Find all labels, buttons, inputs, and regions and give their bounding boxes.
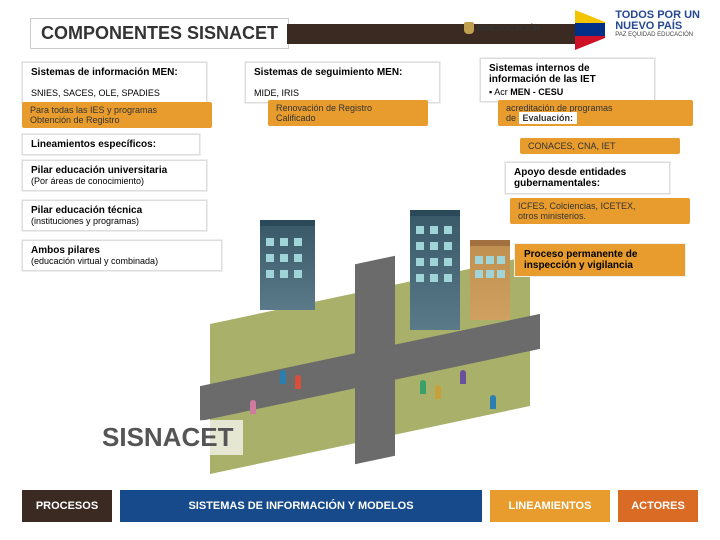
box-lineamientos: Lineamientos específicos: bbox=[22, 134, 200, 155]
bullet: ▪ Acr MEN - CESU bbox=[489, 87, 646, 97]
strip-line1: Renovación de Registro bbox=[276, 103, 420, 113]
building-3 bbox=[470, 240, 510, 320]
nav-sistemas[interactable]: SISTEMAS DE INFORMACIÓN Y MODELOS bbox=[120, 490, 482, 522]
box-l1: Proceso permanente de bbox=[524, 249, 676, 260]
box-pilar-univ: Pilar educación universitaria (Por áreas… bbox=[22, 160, 207, 191]
shield-icon bbox=[464, 22, 474, 34]
strip-l1: ICFES, Colciencias, ICETEX, bbox=[518, 201, 682, 211]
strip-line2: de Evaluación: bbox=[506, 113, 685, 123]
logo-mineducacion: MINEDUCACIÓN bbox=[464, 22, 540, 34]
big-sisnacet-label: SISNACET bbox=[92, 420, 243, 455]
box-sistemas-iet: Sistemas internos de información de las … bbox=[480, 58, 655, 102]
box-l2: información de las IET bbox=[489, 74, 646, 85]
box-title: Sistemas de información MEN: bbox=[31, 67, 198, 78]
person-icon bbox=[490, 395, 496, 409]
person-icon bbox=[435, 385, 441, 399]
building-1 bbox=[260, 220, 315, 310]
building-2 bbox=[410, 210, 460, 330]
strip-acreditacion: acreditación de programas de Evaluación: bbox=[498, 100, 693, 126]
person-icon bbox=[250, 400, 256, 414]
box-title: Pilar educación universitaria bbox=[31, 165, 198, 176]
strip-line2: Calificado bbox=[276, 113, 420, 123]
person-icon bbox=[420, 380, 426, 394]
strip-l2: otros ministerios. bbox=[518, 211, 682, 221]
flag-icon bbox=[575, 10, 605, 50]
box-title: Pilar educación técnica bbox=[31, 205, 198, 216]
box-proceso-inspeccion: Proceso permanente de inspección y vigil… bbox=[515, 244, 685, 276]
box-title: Sistemas de seguimiento MEN: bbox=[254, 67, 431, 78]
strip-icfes: ICFES, Colciencias, ICETEX, otros minist… bbox=[510, 198, 690, 224]
strip-conaces: CONACES, CNA, IET bbox=[520, 138, 680, 154]
logo-min-text: MINEDUCACIÓN bbox=[477, 24, 540, 33]
strip-para-todas: Para todas las IES y programas Obtención… bbox=[22, 102, 212, 128]
bottom-nav: PROCESOS SISTEMAS DE INFORMACIÓN Y MODEL… bbox=[22, 490, 698, 522]
strip-renovacion: Renovación de Registro Calificado bbox=[268, 100, 428, 126]
road-horizontal bbox=[200, 314, 540, 421]
box-pilar-tecnica: Pilar educación técnica (instituciones y… bbox=[22, 200, 207, 231]
strip-line: CONACES, CNA, IET bbox=[528, 141, 672, 151]
logo-line2: NUEVO PAÍS bbox=[615, 21, 700, 32]
box-title: Lineamientos específicos: bbox=[31, 139, 191, 150]
box-sub: SNIES, SACES, OLE, SPADIES bbox=[31, 88, 198, 98]
box-sistemas-seg-men: Sistemas de seguimiento MEN: MIDE, IRIS bbox=[245, 62, 440, 103]
box-sistemas-info-men: Sistemas de información MEN: SNIES, SACE… bbox=[22, 62, 207, 103]
box-title: Ambos pilares bbox=[31, 245, 213, 256]
ground bbox=[210, 256, 530, 474]
box-apoyo-gub: Apoyo desde entidades gubernamentales: bbox=[505, 162, 670, 194]
person-icon bbox=[460, 370, 466, 384]
nav-procesos[interactable]: PROCESOS bbox=[22, 490, 112, 522]
box-sub: (Por áreas de conocimiento) bbox=[31, 176, 198, 186]
nav-lineamientos[interactable]: LINEAMIENTOS bbox=[490, 490, 610, 522]
strip-line2: Obtención de Registro bbox=[30, 115, 204, 125]
box-l1: Apoyo desde entidades bbox=[514, 167, 661, 178]
box-l2: inspección y vigilancia bbox=[524, 260, 676, 271]
box-sub: (instituciones y programas) bbox=[31, 216, 198, 226]
box-sub: MIDE, IRIS bbox=[254, 88, 431, 98]
box-l1: Sistemas internos de bbox=[489, 63, 646, 74]
person-icon bbox=[280, 370, 286, 384]
page-title: COMPONENTES SISNACET bbox=[30, 18, 289, 49]
person-icon bbox=[295, 375, 301, 389]
box-l2: gubernamentales: bbox=[514, 178, 661, 189]
strip-line1: Para todas las IES y programas bbox=[30, 105, 204, 115]
box-sub: (educación virtual y combinada) bbox=[31, 256, 213, 266]
road-vertical bbox=[355, 256, 395, 465]
box-ambos-pilares: Ambos pilares (educación virtual y combi… bbox=[22, 240, 222, 271]
logo-sub: PAZ EQUIDAD EDUCACIÓN bbox=[615, 32, 700, 38]
nav-actores[interactable]: ACTORES bbox=[618, 490, 698, 522]
logo-nuevo-pais: TODOS POR UN NUEVO PAÍS PAZ EQUIDAD EDUC… bbox=[615, 10, 700, 38]
